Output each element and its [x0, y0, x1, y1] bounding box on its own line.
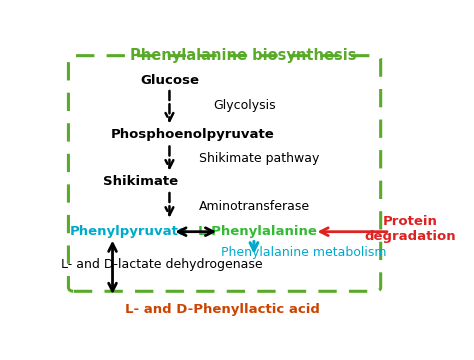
Text: L- and D-Phenyllactic acid: L- and D-Phenyllactic acid [125, 303, 320, 316]
Text: L-Phenylalanine: L-Phenylalanine [198, 225, 318, 238]
Text: Phenylalanine biosynthesis: Phenylalanine biosynthesis [130, 48, 356, 63]
Text: L- and D-lactate dehydrogenase: L- and D-lactate dehydrogenase [61, 258, 263, 271]
Text: Glucose: Glucose [140, 74, 199, 87]
Text: Phosphoenolpyruvate: Phosphoenolpyruvate [110, 128, 274, 141]
Text: Phenylalanine metabolism: Phenylalanine metabolism [221, 246, 386, 259]
Text: Aminotransferase: Aminotransferase [199, 200, 310, 213]
Text: Glycolysis: Glycolysis [213, 99, 276, 112]
Text: Shikimate pathway: Shikimate pathway [199, 152, 319, 165]
Text: Shikimate: Shikimate [102, 175, 178, 188]
Text: Protein
degradation: Protein degradation [364, 215, 456, 243]
Text: Phenylpyruvate: Phenylpyruvate [70, 225, 188, 238]
